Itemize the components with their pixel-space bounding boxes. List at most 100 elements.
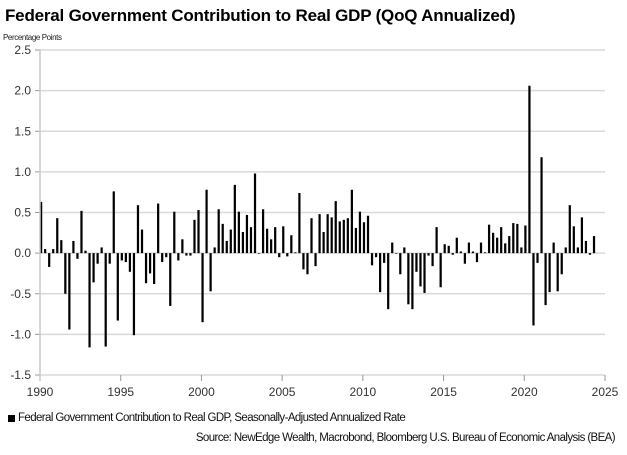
bar xyxy=(48,253,51,267)
bar xyxy=(132,253,136,336)
bar xyxy=(249,227,253,254)
bar xyxy=(560,253,563,275)
bar xyxy=(229,229,232,254)
bar xyxy=(487,224,491,254)
bar xyxy=(124,253,127,263)
bar xyxy=(524,225,527,254)
bar xyxy=(536,253,539,263)
bar xyxy=(568,205,571,254)
bar xyxy=(157,203,160,254)
bar xyxy=(108,253,111,264)
bar xyxy=(439,253,442,288)
bar xyxy=(500,227,503,254)
x-axis-ticks: 1990 1995 2000 2005 2010 2015 2020 2025 xyxy=(27,375,619,399)
bar xyxy=(326,214,329,254)
y-tick-label: 0.0 xyxy=(14,246,31,260)
bar xyxy=(411,253,414,310)
bar xyxy=(72,240,75,254)
bar xyxy=(253,173,257,254)
x-tick-label: 1995 xyxy=(107,385,134,399)
bar xyxy=(116,253,119,321)
bar xyxy=(318,214,321,254)
bar xyxy=(504,243,507,254)
x-tick-label: 1990 xyxy=(27,385,54,399)
bar xyxy=(213,247,216,254)
bar xyxy=(350,189,353,254)
bar xyxy=(169,253,172,306)
bar xyxy=(423,253,426,293)
bar xyxy=(306,253,309,275)
bar xyxy=(80,210,83,254)
bar xyxy=(415,253,418,272)
source-note: Source: NewEdge Wealth, Macrobond, Bloom… xyxy=(195,432,616,444)
bar xyxy=(201,253,204,323)
bar xyxy=(520,247,523,254)
bar xyxy=(88,253,91,348)
bar xyxy=(310,218,313,254)
x-tick-label: 2015 xyxy=(430,385,457,399)
bar xyxy=(346,218,349,254)
bar xyxy=(100,247,103,254)
bar xyxy=(483,252,487,254)
bar xyxy=(387,253,390,310)
bar xyxy=(278,253,281,258)
bar xyxy=(358,211,362,254)
bar xyxy=(532,253,535,326)
bar xyxy=(391,242,394,254)
bar xyxy=(431,253,434,267)
bar xyxy=(496,237,499,254)
bar xyxy=(181,239,184,254)
bar xyxy=(266,228,269,254)
bar xyxy=(419,253,422,287)
bar xyxy=(592,236,596,254)
bar xyxy=(366,215,370,254)
y-axis-label: Percentage Points xyxy=(3,33,62,42)
bar xyxy=(475,253,479,263)
bar xyxy=(120,253,123,261)
bar xyxy=(516,223,519,254)
bar xyxy=(197,210,200,254)
bar xyxy=(233,184,236,254)
bar xyxy=(379,253,382,293)
bar xyxy=(241,232,245,254)
bar xyxy=(463,253,466,264)
bar xyxy=(443,244,446,254)
legend-label: Federal Government Contribution to Real … xyxy=(18,412,406,424)
bar xyxy=(64,253,67,294)
y-tick-label: 0.5 xyxy=(14,206,31,220)
x-tick-label: 2000 xyxy=(188,385,215,399)
bar xyxy=(548,253,551,293)
bar xyxy=(556,253,559,292)
bar xyxy=(455,237,458,254)
bar xyxy=(427,253,430,256)
bar xyxy=(564,247,567,254)
bar xyxy=(261,209,265,254)
bar xyxy=(153,253,156,284)
y-axis-ticks: 2.5 2.0 1.5 1.0 0.5 0.0 -0.5 -1.0 -1.5 xyxy=(10,43,40,382)
bar xyxy=(185,253,188,256)
x-tick-label: 2020 xyxy=(511,385,538,399)
legend-swatch-icon xyxy=(8,414,15,422)
bar xyxy=(136,205,140,254)
bar xyxy=(374,253,378,258)
bar xyxy=(302,253,305,270)
bar xyxy=(270,239,273,254)
bar xyxy=(165,253,168,258)
bar xyxy=(540,157,543,254)
bar xyxy=(362,222,366,254)
bar xyxy=(588,253,592,255)
bar xyxy=(508,236,511,254)
bar-series xyxy=(40,85,596,348)
bar xyxy=(447,245,450,254)
bar xyxy=(544,253,547,306)
bar xyxy=(354,227,358,254)
bar xyxy=(128,253,132,272)
bar xyxy=(52,249,55,254)
bar xyxy=(383,253,386,263)
bar xyxy=(492,232,495,254)
y-tick-label: 1.5 xyxy=(14,124,31,138)
bar xyxy=(580,217,584,254)
bar xyxy=(314,253,317,267)
bar xyxy=(148,253,152,274)
x-tick-label: 2025 xyxy=(592,385,619,399)
